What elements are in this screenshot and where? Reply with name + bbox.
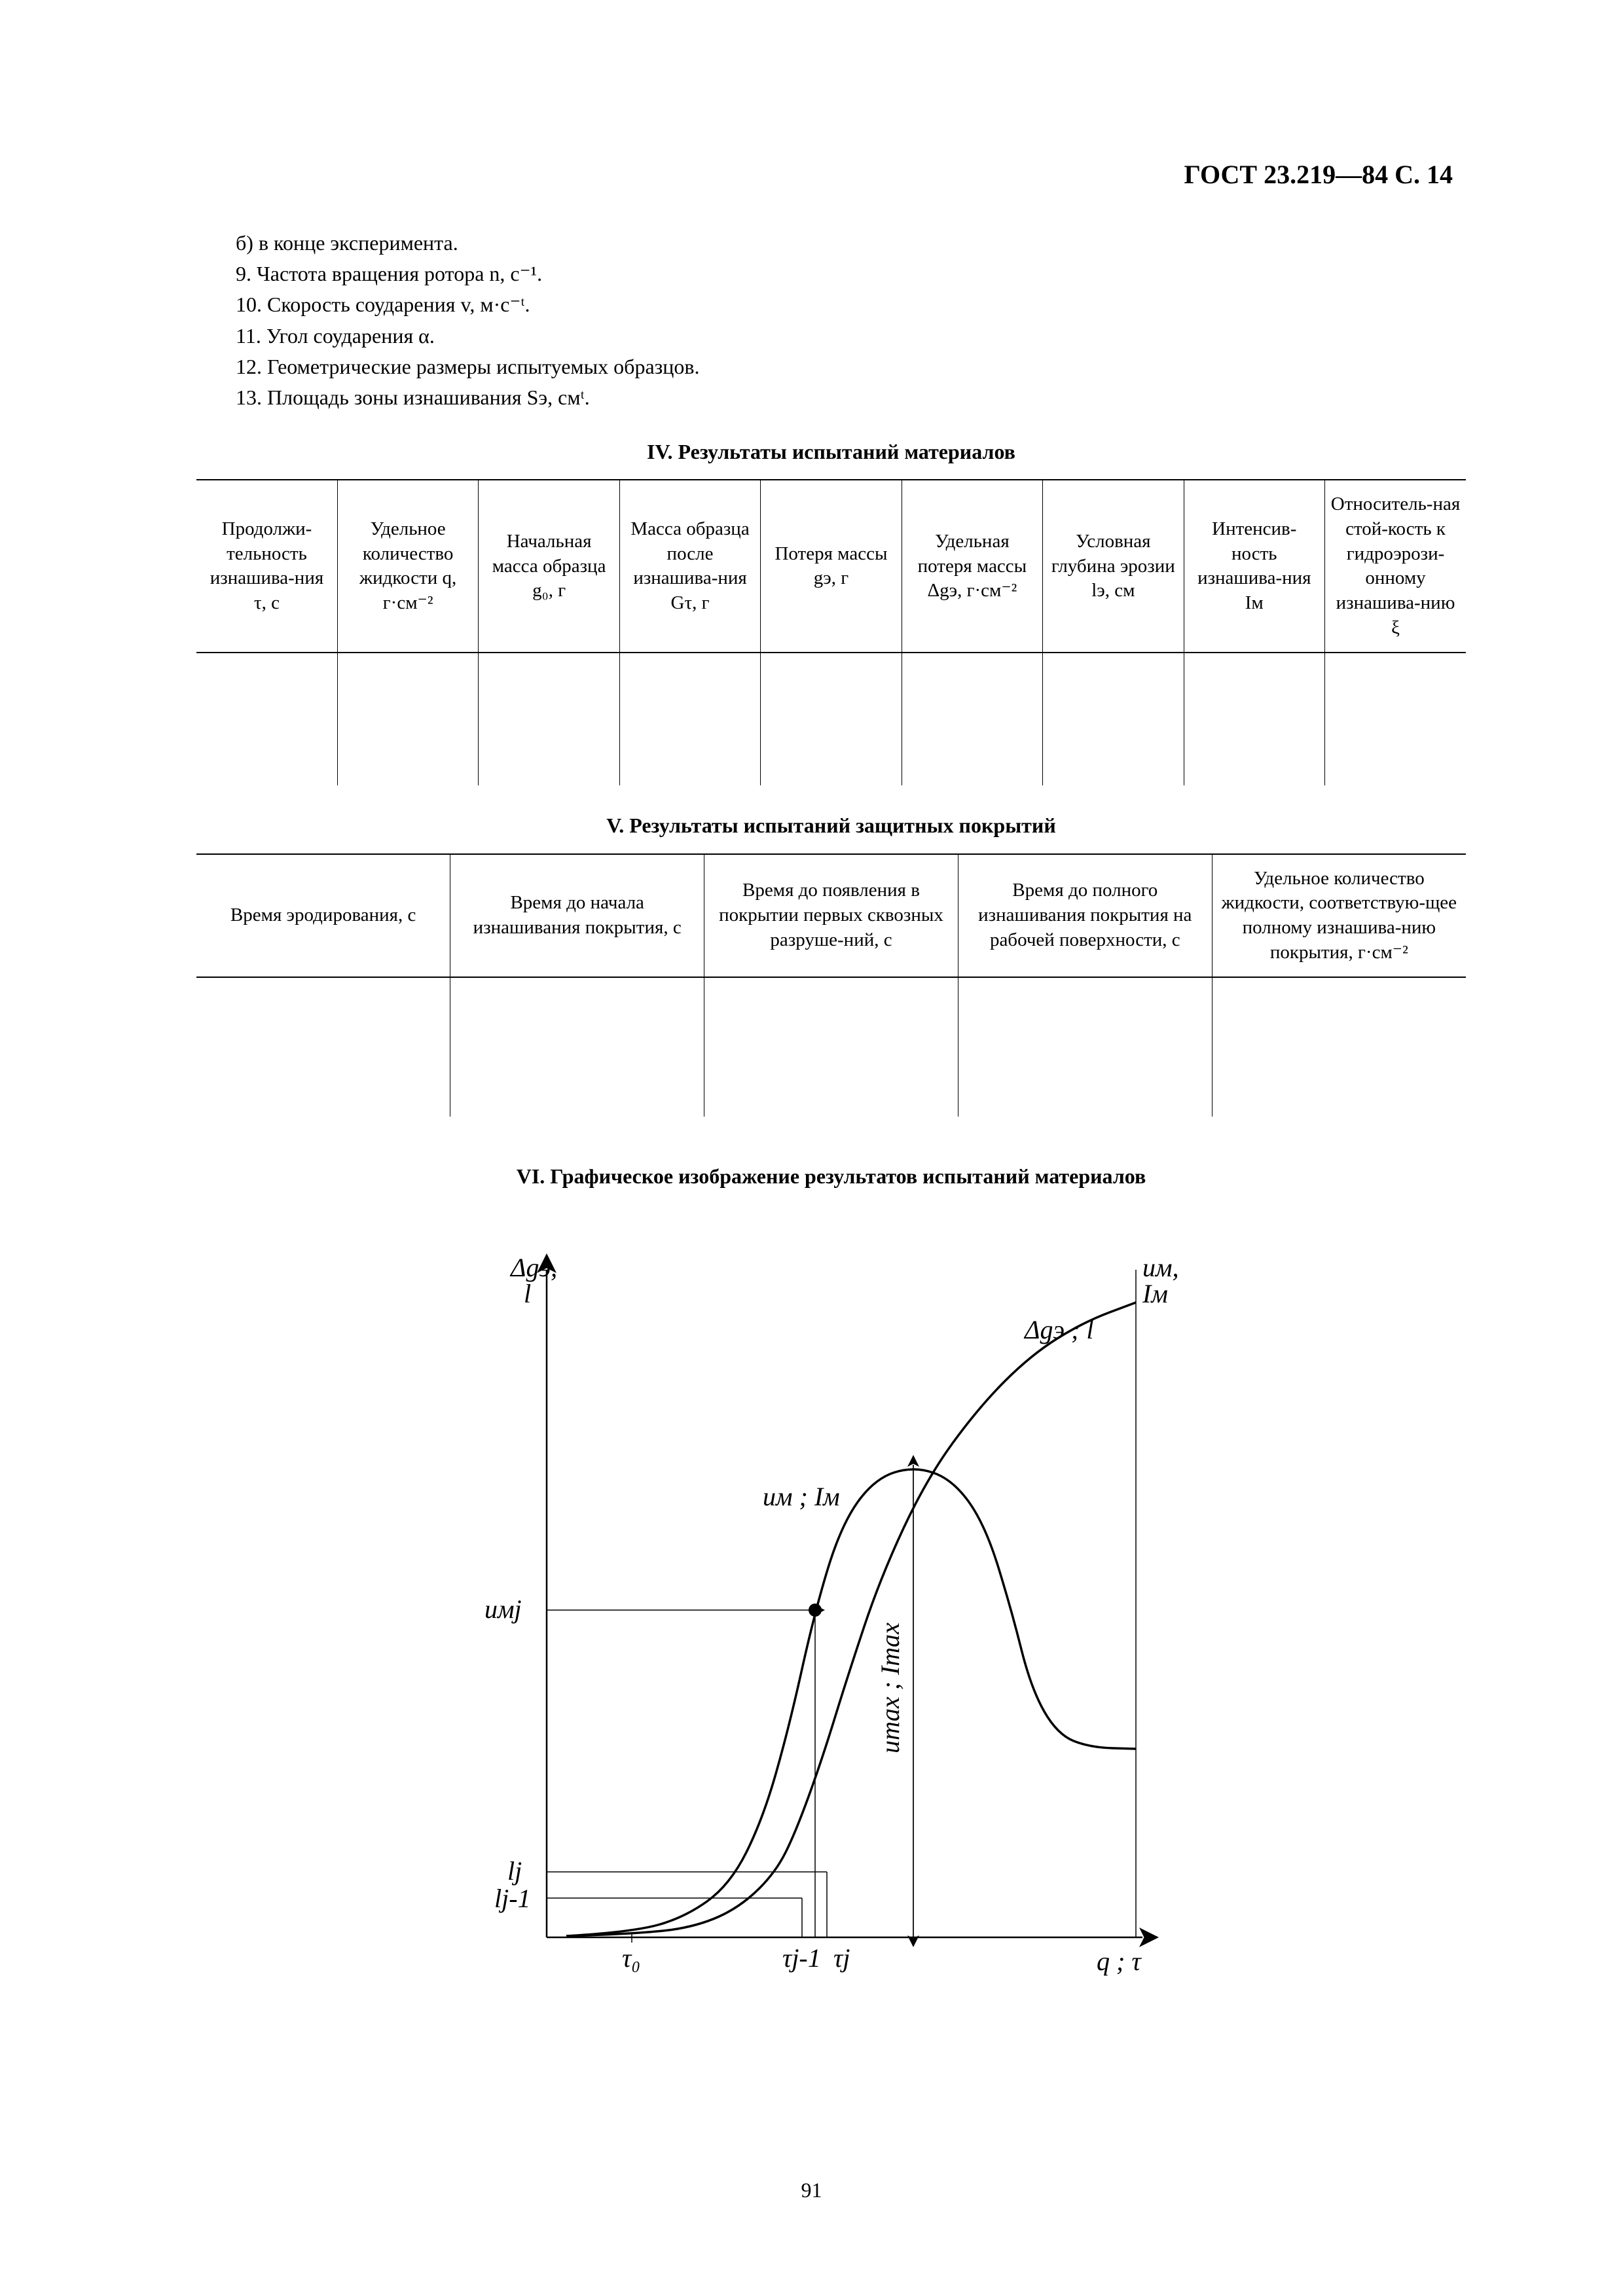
table5-cell (1212, 977, 1466, 1117)
table4-col-6: Условная глубина эрозии lэ, см (1043, 480, 1184, 653)
svg-text:l: l (524, 1279, 531, 1308)
table5-col-4: Удельное количество жидкости, соответств… (1212, 854, 1466, 978)
table4-cell (196, 653, 337, 785)
table5-cell (196, 977, 450, 1117)
table4-col-5: Удельная потеря массы Δgэ, г·см⁻² (902, 480, 1042, 653)
table4-cell (1325, 653, 1467, 785)
table5-cell (958, 977, 1212, 1117)
table-section-5: Время эродирования, с Время до начала из… (196, 853, 1466, 1117)
section-4-title: IV. Результаты испытаний материалов (196, 438, 1466, 466)
table4-col-7: Интенсив-ность изнашива-ния Iм (1184, 480, 1324, 653)
table4-cell (479, 653, 619, 785)
section-5-title: V. Результаты испытаний защитных покрыти… (196, 812, 1466, 840)
list-item-13: 13. Площадь зоны изнашивания Sэ, смᵗ. (236, 384, 1466, 412)
table4-cell (902, 653, 1042, 785)
table4-cell (337, 653, 478, 785)
table4-col-3: Масса образца после изнашива-ния Gτ, г (619, 480, 760, 653)
table4-col-0: Продолжи-тельность изнашива-ния τ, с (196, 480, 337, 653)
svg-text:uм ; Iм: uм ; Iм (763, 1482, 840, 1511)
svg-text:τj: τj (833, 1943, 850, 1973)
table4-cell (619, 653, 760, 785)
svg-text:uм,: uм, (1142, 1253, 1179, 1282)
svg-text:Iм: Iм (1142, 1279, 1168, 1308)
table4-col-8: Относитель-ная стой-кость к гидроэрози-о… (1325, 480, 1467, 653)
list-item-9: 9. Частота вращения ротора n, с⁻¹. (236, 260, 1466, 288)
list-item-11: 11. Угол соударения α. (236, 322, 1466, 350)
svg-text:Δgэ ; l: Δgэ ; l (1023, 1315, 1094, 1344)
table4-col-1: Удельное количество жидкости q, г·см⁻² (337, 480, 478, 653)
table5-col-3: Время до полного изнашивания покрытия на… (958, 854, 1212, 978)
table4-cell (761, 653, 902, 785)
table5-cell (450, 977, 704, 1117)
svg-text:Δgэ,: Δgэ, (509, 1253, 557, 1282)
svg-text:τ₀: τ₀ (622, 1943, 640, 1973)
svg-text:umax ; Imax: umax ; Imax (875, 1622, 905, 1753)
page-number: 91 (0, 2176, 1623, 2204)
svg-text:lj: lj (507, 1856, 522, 1886)
table5-cell (704, 977, 958, 1117)
table4-cell (1184, 653, 1324, 785)
svg-text:uмj: uмj (484, 1594, 522, 1624)
table4-cell (1043, 653, 1184, 785)
svg-text:q ; τ: q ; τ (1097, 1946, 1142, 1976)
svg-text:τj-1: τj-1 (782, 1943, 821, 1973)
table5-col-2: Время до появления в покрытии первых скв… (704, 854, 958, 978)
list-item-12: 12. Геометрические размеры испытуемых об… (236, 353, 1466, 381)
body-text: б) в конце эксперимента. 9. Частота вращ… (196, 229, 1466, 412)
table5-col-0: Время эродирования, с (196, 854, 450, 978)
table4-col-4: Потеря массы gэ, г (761, 480, 902, 653)
table5-col-1: Время до начала изнашивания покрытия, с (450, 854, 704, 978)
list-item-10: 10. Скорость соударения v, м·с⁻ᵗ. (236, 291, 1466, 319)
page-header-standard: ГОСТ 23.219—84 С. 14 (1184, 157, 1453, 192)
results-chart: Δgэ,l uм,Iм Δgэ ; l uм ; Iм umax ; Imax uмj lj… (455, 1217, 1208, 2003)
section-6-title: VI. Графическое изображение результатов … (196, 1162, 1466, 1191)
table-section-4: Продолжи-тельность изнашива-ния τ, с Уде… (196, 479, 1466, 785)
list-item-b: б) в конце эксперимента. (236, 229, 1466, 257)
svg-text:lj-1: lj-1 (494, 1884, 531, 1913)
table4-col-2: Начальная масса образца g₀, г (479, 480, 619, 653)
